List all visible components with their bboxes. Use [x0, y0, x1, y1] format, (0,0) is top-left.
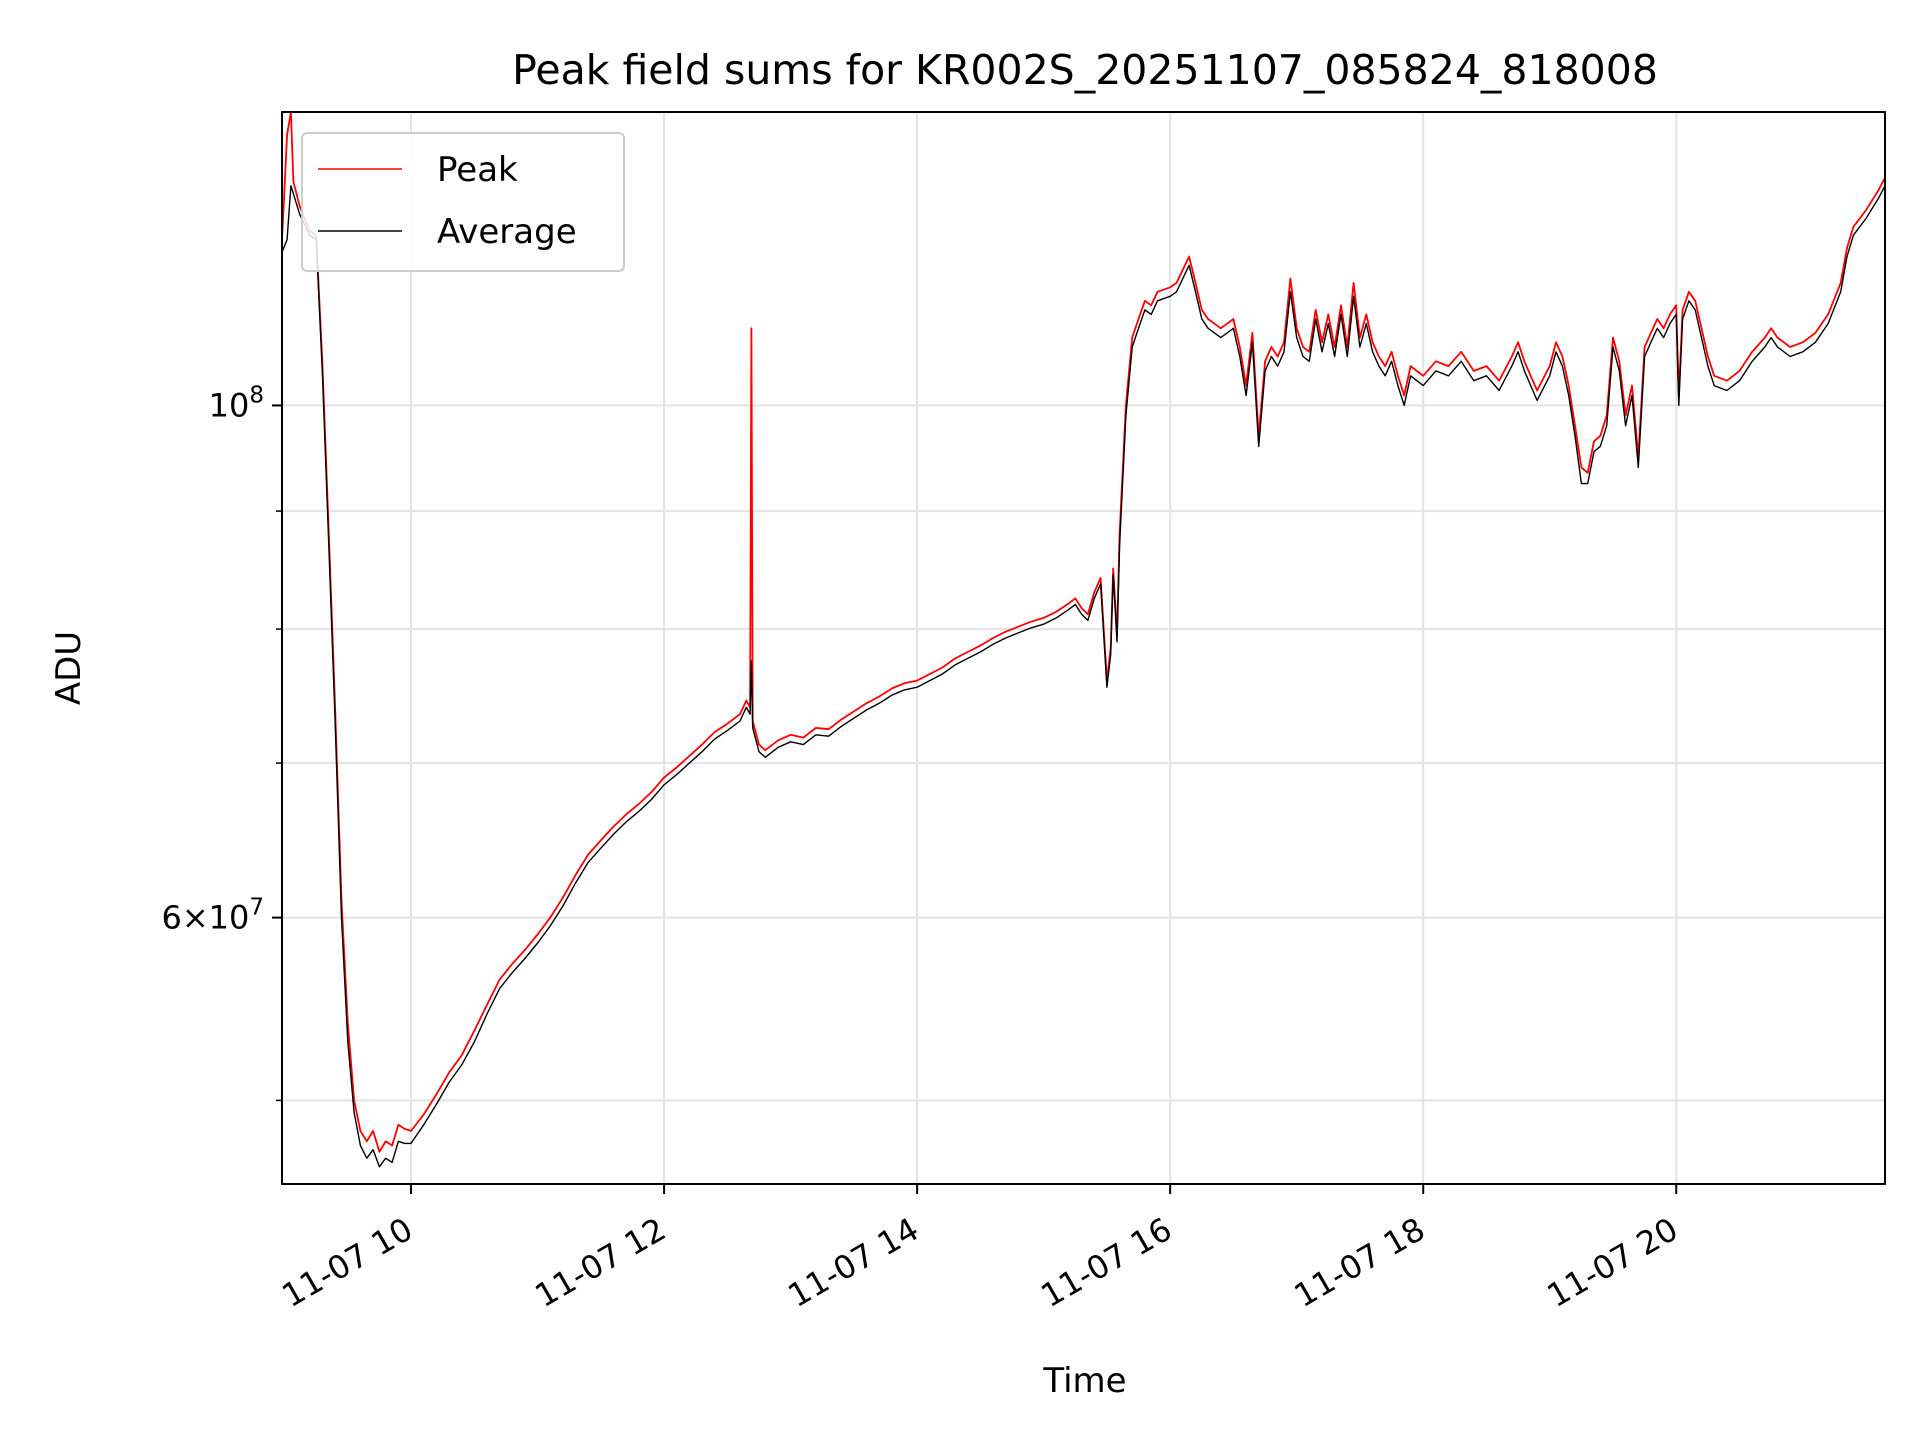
series-line-peak	[282, 112, 1885, 1153]
y-tick-label: 108	[209, 382, 264, 424]
legend-label-average: Average	[437, 212, 577, 252]
grid-lines	[282, 112, 1885, 1184]
chart-title: Peak field sums for KR002S_20251107_0858…	[512, 46, 1658, 94]
x-axis-title: Time	[1042, 1361, 1126, 1401]
legend-box	[301, 132, 625, 272]
plot-frame	[281, 111, 1886, 1185]
series-line-average	[282, 185, 1885, 1168]
legend: Peak Average	[301, 132, 625, 272]
y-axis-title: ADU	[49, 631, 89, 705]
legend-label-peak: Peak	[437, 150, 518, 190]
y-tick-label: 6×107	[161, 895, 264, 937]
plot-area	[282, 112, 1885, 1168]
